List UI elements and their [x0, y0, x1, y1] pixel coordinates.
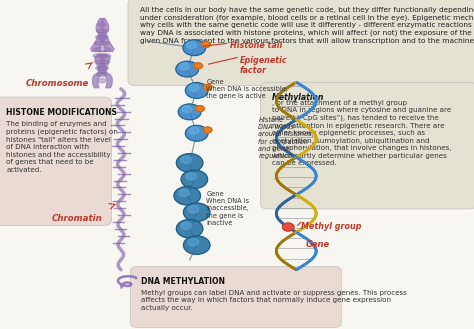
Circle shape [189, 127, 199, 134]
Circle shape [179, 189, 189, 196]
FancyBboxPatch shape [130, 266, 341, 327]
Circle shape [203, 127, 212, 133]
Circle shape [188, 206, 199, 213]
FancyBboxPatch shape [261, 82, 474, 209]
Circle shape [176, 219, 203, 238]
Ellipse shape [97, 72, 107, 77]
Circle shape [196, 106, 204, 112]
Ellipse shape [98, 22, 106, 27]
Circle shape [283, 223, 294, 231]
Ellipse shape [96, 66, 108, 70]
Ellipse shape [98, 79, 106, 83]
Text: The binding of enzymes and
proteins (epigenetic factors) on
histones "tail" alte: The binding of enzymes and proteins (epi… [6, 121, 118, 173]
Circle shape [185, 83, 208, 98]
Circle shape [203, 84, 212, 90]
Circle shape [186, 41, 197, 49]
Text: DNA METHYLATION: DNA METHYLATION [141, 277, 225, 286]
Text: Gene: Gene [306, 240, 330, 248]
Circle shape [181, 170, 208, 189]
Circle shape [189, 84, 199, 91]
Circle shape [176, 154, 203, 172]
Circle shape [178, 104, 201, 120]
Ellipse shape [94, 60, 109, 64]
Text: All the cells in our body have the same genetic code, but they differ functional: All the cells in our body have the same … [140, 7, 474, 43]
Circle shape [183, 203, 210, 221]
Circle shape [183, 40, 206, 56]
Ellipse shape [97, 29, 107, 33]
Ellipse shape [94, 41, 109, 45]
Circle shape [183, 236, 210, 254]
Ellipse shape [96, 35, 108, 39]
FancyBboxPatch shape [0, 97, 111, 225]
Circle shape [179, 63, 190, 70]
Text: Methyl groups can label DNA and activate or suppress genes. This process
affects: Methyl groups can label DNA and activate… [141, 290, 407, 311]
Text: Histone tail: Histone tail [230, 41, 282, 50]
Circle shape [182, 106, 192, 113]
Circle shape [181, 222, 191, 229]
Text: , or the attachment of a methyl group
to DNA in regions where cytosine and guani: , or the attachment of a methyl group to… [272, 100, 451, 166]
Text: Chromosome: Chromosome [26, 79, 90, 88]
Text: Histone
DNA winds
around histones,
for compaction
and gene
regulation: Histone DNA winds around histones, for c… [258, 117, 314, 160]
Text: Methylation: Methylation [272, 93, 324, 102]
Text: Methyl group: Methyl group [301, 222, 362, 231]
Circle shape [194, 63, 202, 69]
Circle shape [185, 125, 208, 141]
Circle shape [186, 173, 196, 180]
Circle shape [176, 61, 199, 77]
Text: Gene
When DNA is accessible,
the gene is active: Gene When DNA is accessible, the gene is… [206, 79, 288, 99]
Text: Epigenetic
factor: Epigenetic factor [239, 56, 287, 75]
Ellipse shape [93, 54, 111, 58]
Circle shape [174, 187, 201, 205]
Circle shape [181, 156, 191, 164]
Circle shape [202, 41, 210, 47]
Ellipse shape [93, 47, 111, 52]
Text: HISTONE MODIFICATIONS: HISTONE MODIFICATIONS [6, 108, 117, 117]
Text: Chromatin: Chromatin [52, 214, 103, 223]
FancyBboxPatch shape [128, 0, 474, 86]
Text: Gene
When DNA is
inaccessible,
the gene is
inactive: Gene When DNA is inaccessible, the gene … [206, 191, 249, 226]
Circle shape [188, 239, 199, 246]
